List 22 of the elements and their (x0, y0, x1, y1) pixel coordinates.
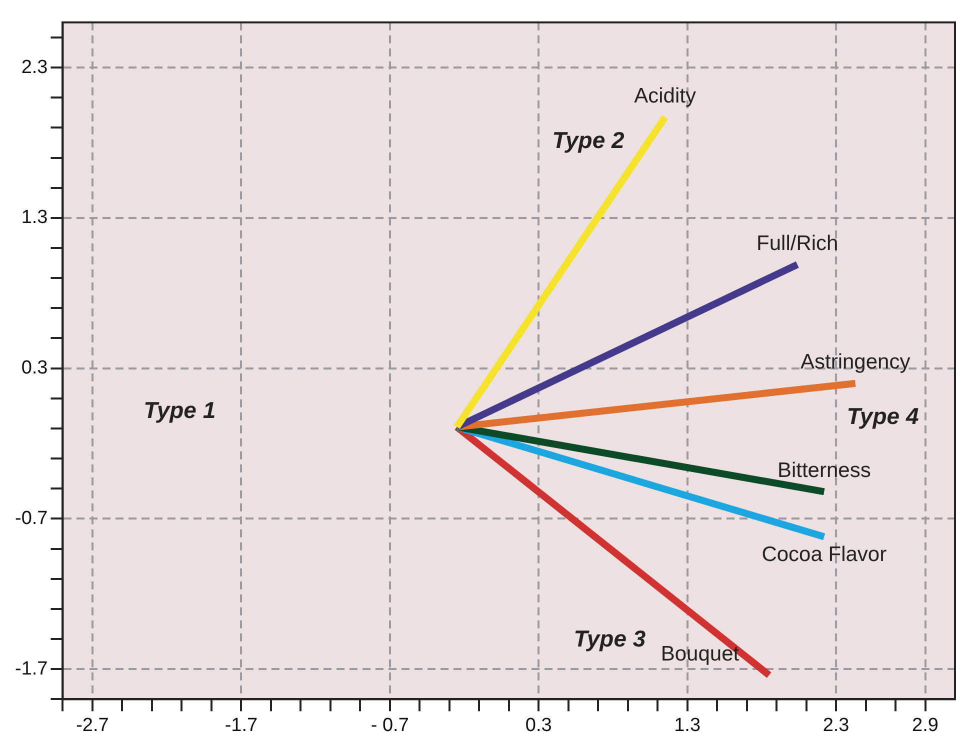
series-label: Acidity (634, 84, 696, 108)
y-tick-label: 2.3 (21, 56, 48, 78)
series-label: Astringency (800, 350, 911, 374)
annotation: Type 4 (846, 402, 919, 429)
series-label: Cocoa Flavor (762, 543, 887, 566)
x-tick-label: 1.3 (674, 714, 701, 736)
y-tick-label: -1.7 (14, 658, 48, 680)
x-tick-label: 0.3 (525, 714, 552, 736)
series-label: Bouquet (660, 642, 740, 666)
x-tick-label: -2.7 (76, 714, 109, 736)
x-tick-label: - 0.7 (370, 714, 409, 736)
x-tick-label: -1.7 (224, 714, 258, 736)
x-tick-label: 2.9 (912, 714, 938, 736)
x-tick-label: 2.3 (822, 714, 850, 736)
annotation: Type 2 (552, 126, 624, 153)
annotation: Type 1 (144, 396, 216, 423)
series-label: Full/Rich (756, 232, 838, 255)
y-tick-label: 0.3 (21, 358, 48, 379)
y-tick-label: -0.7 (14, 508, 48, 529)
y-tick-label: 1.3 (21, 207, 48, 228)
series-label: Bitterness (777, 458, 871, 482)
annotation: Type 3 (574, 626, 646, 652)
